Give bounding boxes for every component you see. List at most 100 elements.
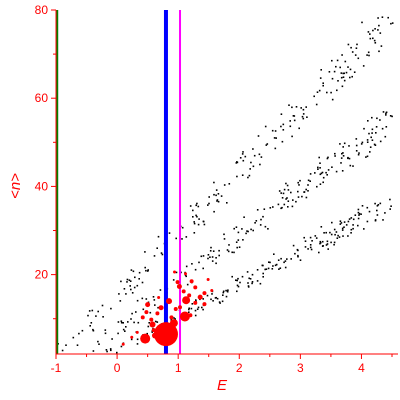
background-point [353, 71, 356, 73]
background-point [345, 71, 348, 74]
background-point [366, 141, 369, 143]
background-point [315, 237, 318, 239]
highlight-point [193, 300, 198, 305]
background-point [357, 153, 360, 156]
background-point [214, 297, 217, 299]
background-point [360, 213, 362, 215]
background-point [252, 165, 255, 168]
background-point [262, 272, 264, 275]
background-point [236, 290, 238, 293]
background-point [322, 245, 324, 247]
background-point [242, 151, 244, 153]
background-point [366, 155, 369, 158]
highlight-point [135, 330, 139, 334]
background-point [358, 152, 360, 154]
background-point [339, 66, 341, 69]
background-point [206, 294, 209, 297]
background-point [319, 183, 322, 185]
background-point [326, 240, 329, 243]
background-point [376, 209, 378, 212]
background-point [193, 222, 196, 225]
background-point [289, 120, 291, 122]
background-point [236, 284, 239, 287]
background-point [343, 142, 346, 145]
background-point [328, 71, 331, 73]
background-point [209, 256, 211, 258]
background-point [241, 153, 244, 155]
vertical-lines [56, 10, 182, 354]
background-point [238, 246, 241, 248]
background-point [340, 157, 343, 159]
background-point [147, 325, 150, 328]
background-point [374, 28, 376, 30]
background-point [274, 130, 277, 132]
background-point [209, 250, 212, 252]
background-point [371, 132, 373, 134]
background-point [120, 345, 123, 348]
background-point [298, 184, 300, 186]
background-point [378, 50, 380, 53]
background-point [174, 318, 176, 320]
background-point [280, 113, 283, 115]
background-point [259, 224, 262, 226]
background-point [376, 214, 379, 216]
background-point [356, 43, 358, 46]
background-point [154, 320, 157, 323]
background-point [136, 343, 139, 345]
background-point [157, 306, 159, 309]
background-point [268, 261, 270, 263]
background-point [132, 270, 135, 273]
background-point [220, 195, 223, 197]
background-point [325, 244, 328, 246]
background-point [246, 271, 249, 273]
background-point [130, 269, 133, 271]
highlight-point [169, 315, 174, 320]
background-point [202, 308, 204, 311]
background-point [264, 225, 267, 228]
background-point [347, 220, 350, 223]
background-point [362, 65, 365, 67]
background-point [305, 106, 307, 108]
highlight-point [155, 311, 160, 316]
background-point [212, 250, 215, 252]
background-point [305, 196, 308, 199]
background-point [294, 252, 296, 255]
background-points [57, 16, 394, 354]
background-point [298, 127, 300, 130]
background-point [269, 207, 272, 209]
background-point [287, 189, 290, 191]
background-point [357, 224, 359, 227]
background-point [322, 84, 324, 87]
background-point [254, 222, 256, 224]
background-point [210, 298, 212, 301]
background-point [374, 144, 377, 146]
background-point [252, 148, 254, 150]
background-point [241, 174, 244, 176]
highlight-point [169, 319, 178, 328]
background-point [275, 137, 277, 139]
background-point [319, 240, 322, 243]
background-point [277, 203, 280, 206]
background-point [228, 183, 231, 185]
background-point [320, 172, 323, 175]
background-point [218, 249, 220, 252]
background-point [131, 292, 134, 294]
background-point [368, 132, 370, 135]
background-point [385, 112, 387, 115]
background-point [322, 181, 324, 184]
highlight-point [193, 285, 198, 290]
background-point [203, 223, 206, 226]
background-point [237, 239, 240, 241]
background-point [390, 22, 392, 25]
background-point [331, 166, 333, 168]
background-point [235, 279, 237, 281]
background-point [319, 173, 322, 176]
highlight-point [202, 291, 207, 296]
background-point [172, 279, 175, 281]
background-point [127, 321, 129, 323]
background-point [350, 228, 353, 231]
background-point [377, 204, 380, 206]
background-point [379, 32, 382, 34]
background-point [231, 275, 233, 278]
background-point [226, 249, 229, 251]
